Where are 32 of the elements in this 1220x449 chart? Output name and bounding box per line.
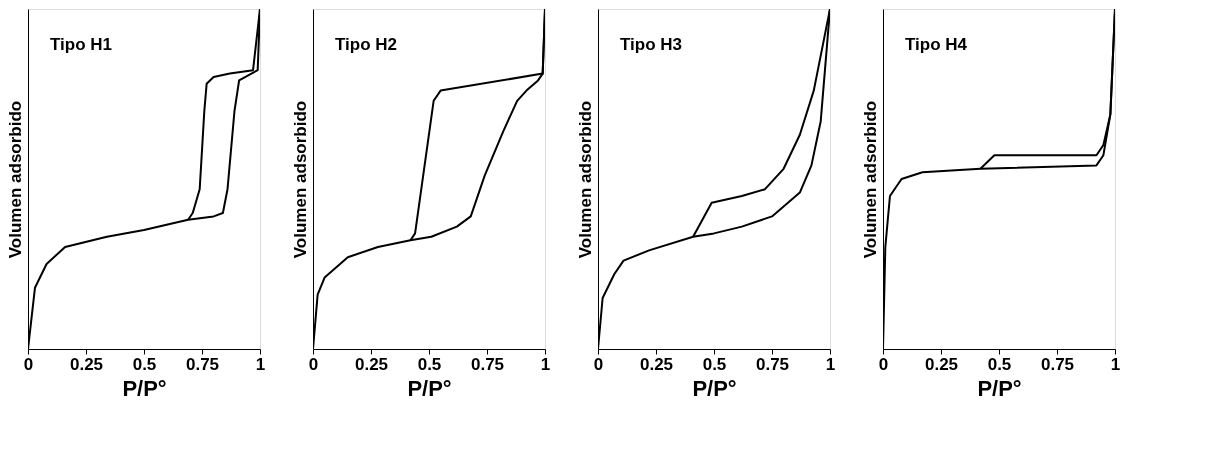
y-axis-title: Volumen adsorbido [575,100,595,259]
x-tick-label: 0.25 [354,354,389,374]
y-axis-title: Volumen adsorbido [5,100,25,259]
x-tick-label: 0.25 [639,354,674,374]
x-tick-label: 0 [308,354,319,374]
text: Tipo H2 [335,35,398,54]
x-tick-label: 0.5 [987,354,1012,374]
x-axis-title: P/P° [977,375,1022,401]
text: Tipo H4 [905,35,968,54]
x-tick-label: 0.75 [470,354,505,374]
y-axis-title: Volumen adsorbido [290,100,310,259]
x-tick-label: 0.25 [69,354,104,374]
x-tick-label: 1 [825,354,836,374]
x-tick-label: 0 [878,354,889,374]
x-axis-title: P/P° [692,375,737,401]
y-axis-title: Volumen adsorbido [860,100,880,259]
x-tick-label: 0.75 [755,354,790,374]
x-tick-label: 1 [255,354,266,374]
x-tick-label: 0.5 [702,354,727,374]
x-tick-label: 0.5 [417,354,442,374]
x-axis-title: P/P° [407,375,452,401]
x-tick-label: 0 [23,354,34,374]
text: Tipo H3 [620,35,683,54]
x-tick-label: 0.25 [924,354,959,374]
x-tick-label: 1 [1110,354,1121,374]
x-tick-label: 1 [540,354,551,374]
x-tick-label: 0.75 [185,354,220,374]
text: Tipo H1 [50,35,113,54]
x-tick-label: 0.75 [1040,354,1075,374]
x-axis-title: P/P° [122,375,167,401]
x-tick-label: 0.5 [132,354,157,374]
x-tick-label: 0 [593,354,604,374]
